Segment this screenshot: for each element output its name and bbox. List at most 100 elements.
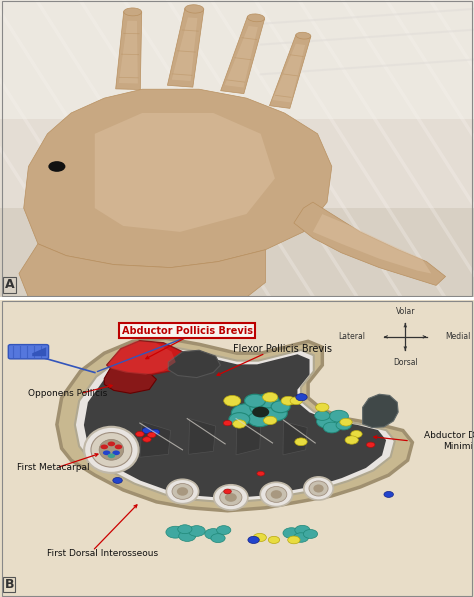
FancyBboxPatch shape [0,0,474,119]
Polygon shape [225,26,258,88]
Ellipse shape [177,487,188,496]
Circle shape [188,525,205,536]
Ellipse shape [166,479,199,504]
Circle shape [166,526,185,538]
Circle shape [323,422,340,433]
Text: B: B [5,578,14,591]
Circle shape [250,399,276,416]
Circle shape [351,430,362,438]
Circle shape [263,405,287,421]
Ellipse shape [84,427,138,473]
Circle shape [224,395,241,406]
Ellipse shape [124,8,142,16]
Circle shape [283,528,300,538]
Circle shape [248,412,272,427]
FancyBboxPatch shape [0,119,474,208]
Polygon shape [140,421,171,457]
Circle shape [231,404,262,423]
Ellipse shape [185,5,204,13]
Ellipse shape [246,404,275,420]
FancyBboxPatch shape [0,300,474,597]
Polygon shape [168,350,220,377]
Polygon shape [167,8,204,87]
Circle shape [295,525,310,535]
Circle shape [108,453,115,458]
Circle shape [264,416,277,424]
Circle shape [296,393,307,401]
Ellipse shape [220,489,242,506]
Text: Dorsal: Dorsal [393,358,418,367]
Circle shape [112,450,120,455]
Circle shape [384,491,393,497]
Polygon shape [363,394,398,427]
Ellipse shape [271,490,282,498]
Circle shape [113,478,122,484]
Circle shape [253,533,266,541]
Polygon shape [24,89,332,267]
Circle shape [366,442,375,448]
Circle shape [303,530,318,538]
Circle shape [115,445,122,449]
Circle shape [263,392,278,402]
Circle shape [290,397,302,405]
Text: Flexor Pollicis Brevis: Flexor Pollicis Brevis [233,344,331,354]
Text: First Metacarpal: First Metacarpal [17,463,89,472]
Circle shape [295,438,307,446]
Circle shape [178,525,192,534]
Text: Abductor Digiti
Minimi: Abductor Digiti Minimi [424,431,474,451]
Text: Volar: Volar [395,307,415,316]
Ellipse shape [260,482,292,507]
Circle shape [136,432,144,437]
Polygon shape [283,421,307,455]
Circle shape [103,450,110,455]
Polygon shape [107,341,187,374]
Ellipse shape [313,484,324,493]
Polygon shape [172,17,197,81]
Polygon shape [189,418,216,454]
Polygon shape [272,44,305,103]
Circle shape [281,396,295,405]
FancyBboxPatch shape [0,208,474,297]
Polygon shape [19,244,265,297]
FancyBboxPatch shape [9,344,48,359]
Circle shape [233,420,246,428]
Circle shape [293,533,309,542]
Circle shape [288,536,300,544]
Circle shape [316,403,329,411]
Circle shape [329,410,348,422]
Polygon shape [84,352,386,498]
Circle shape [108,442,115,447]
Text: Opponens Pollicis: Opponens Pollicis [28,389,108,398]
Ellipse shape [99,439,124,460]
Circle shape [100,445,108,449]
Ellipse shape [304,477,333,500]
Ellipse shape [266,487,287,502]
Polygon shape [269,35,311,109]
Circle shape [151,429,160,435]
Circle shape [317,415,337,428]
Circle shape [315,411,330,420]
Circle shape [345,436,358,444]
Polygon shape [236,418,261,455]
Polygon shape [119,21,138,84]
Polygon shape [32,347,46,356]
Circle shape [217,525,231,534]
Polygon shape [95,113,275,232]
Circle shape [256,393,279,408]
Polygon shape [57,338,412,511]
Text: Lateral: Lateral [338,333,365,341]
Ellipse shape [172,484,193,499]
Circle shape [143,437,151,442]
Polygon shape [104,366,156,393]
Ellipse shape [309,481,328,496]
Circle shape [245,394,265,407]
Polygon shape [220,17,264,94]
Polygon shape [313,214,431,273]
Text: First Dorsal Interosseous: First Dorsal Interosseous [47,549,158,558]
Ellipse shape [214,485,248,510]
Circle shape [147,432,156,438]
Circle shape [142,427,152,433]
Circle shape [248,536,259,543]
Polygon shape [294,202,446,285]
Polygon shape [116,12,142,90]
